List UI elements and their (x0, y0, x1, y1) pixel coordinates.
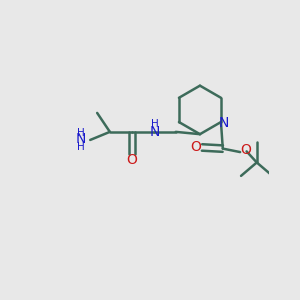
Text: N: N (75, 133, 86, 146)
Text: O: O (241, 143, 251, 157)
Text: N: N (218, 116, 229, 130)
Text: O: O (190, 140, 201, 154)
Text: N: N (150, 125, 160, 139)
Text: H: H (76, 142, 84, 152)
Text: H: H (151, 119, 159, 129)
Text: O: O (126, 153, 137, 167)
Text: H: H (76, 128, 84, 138)
